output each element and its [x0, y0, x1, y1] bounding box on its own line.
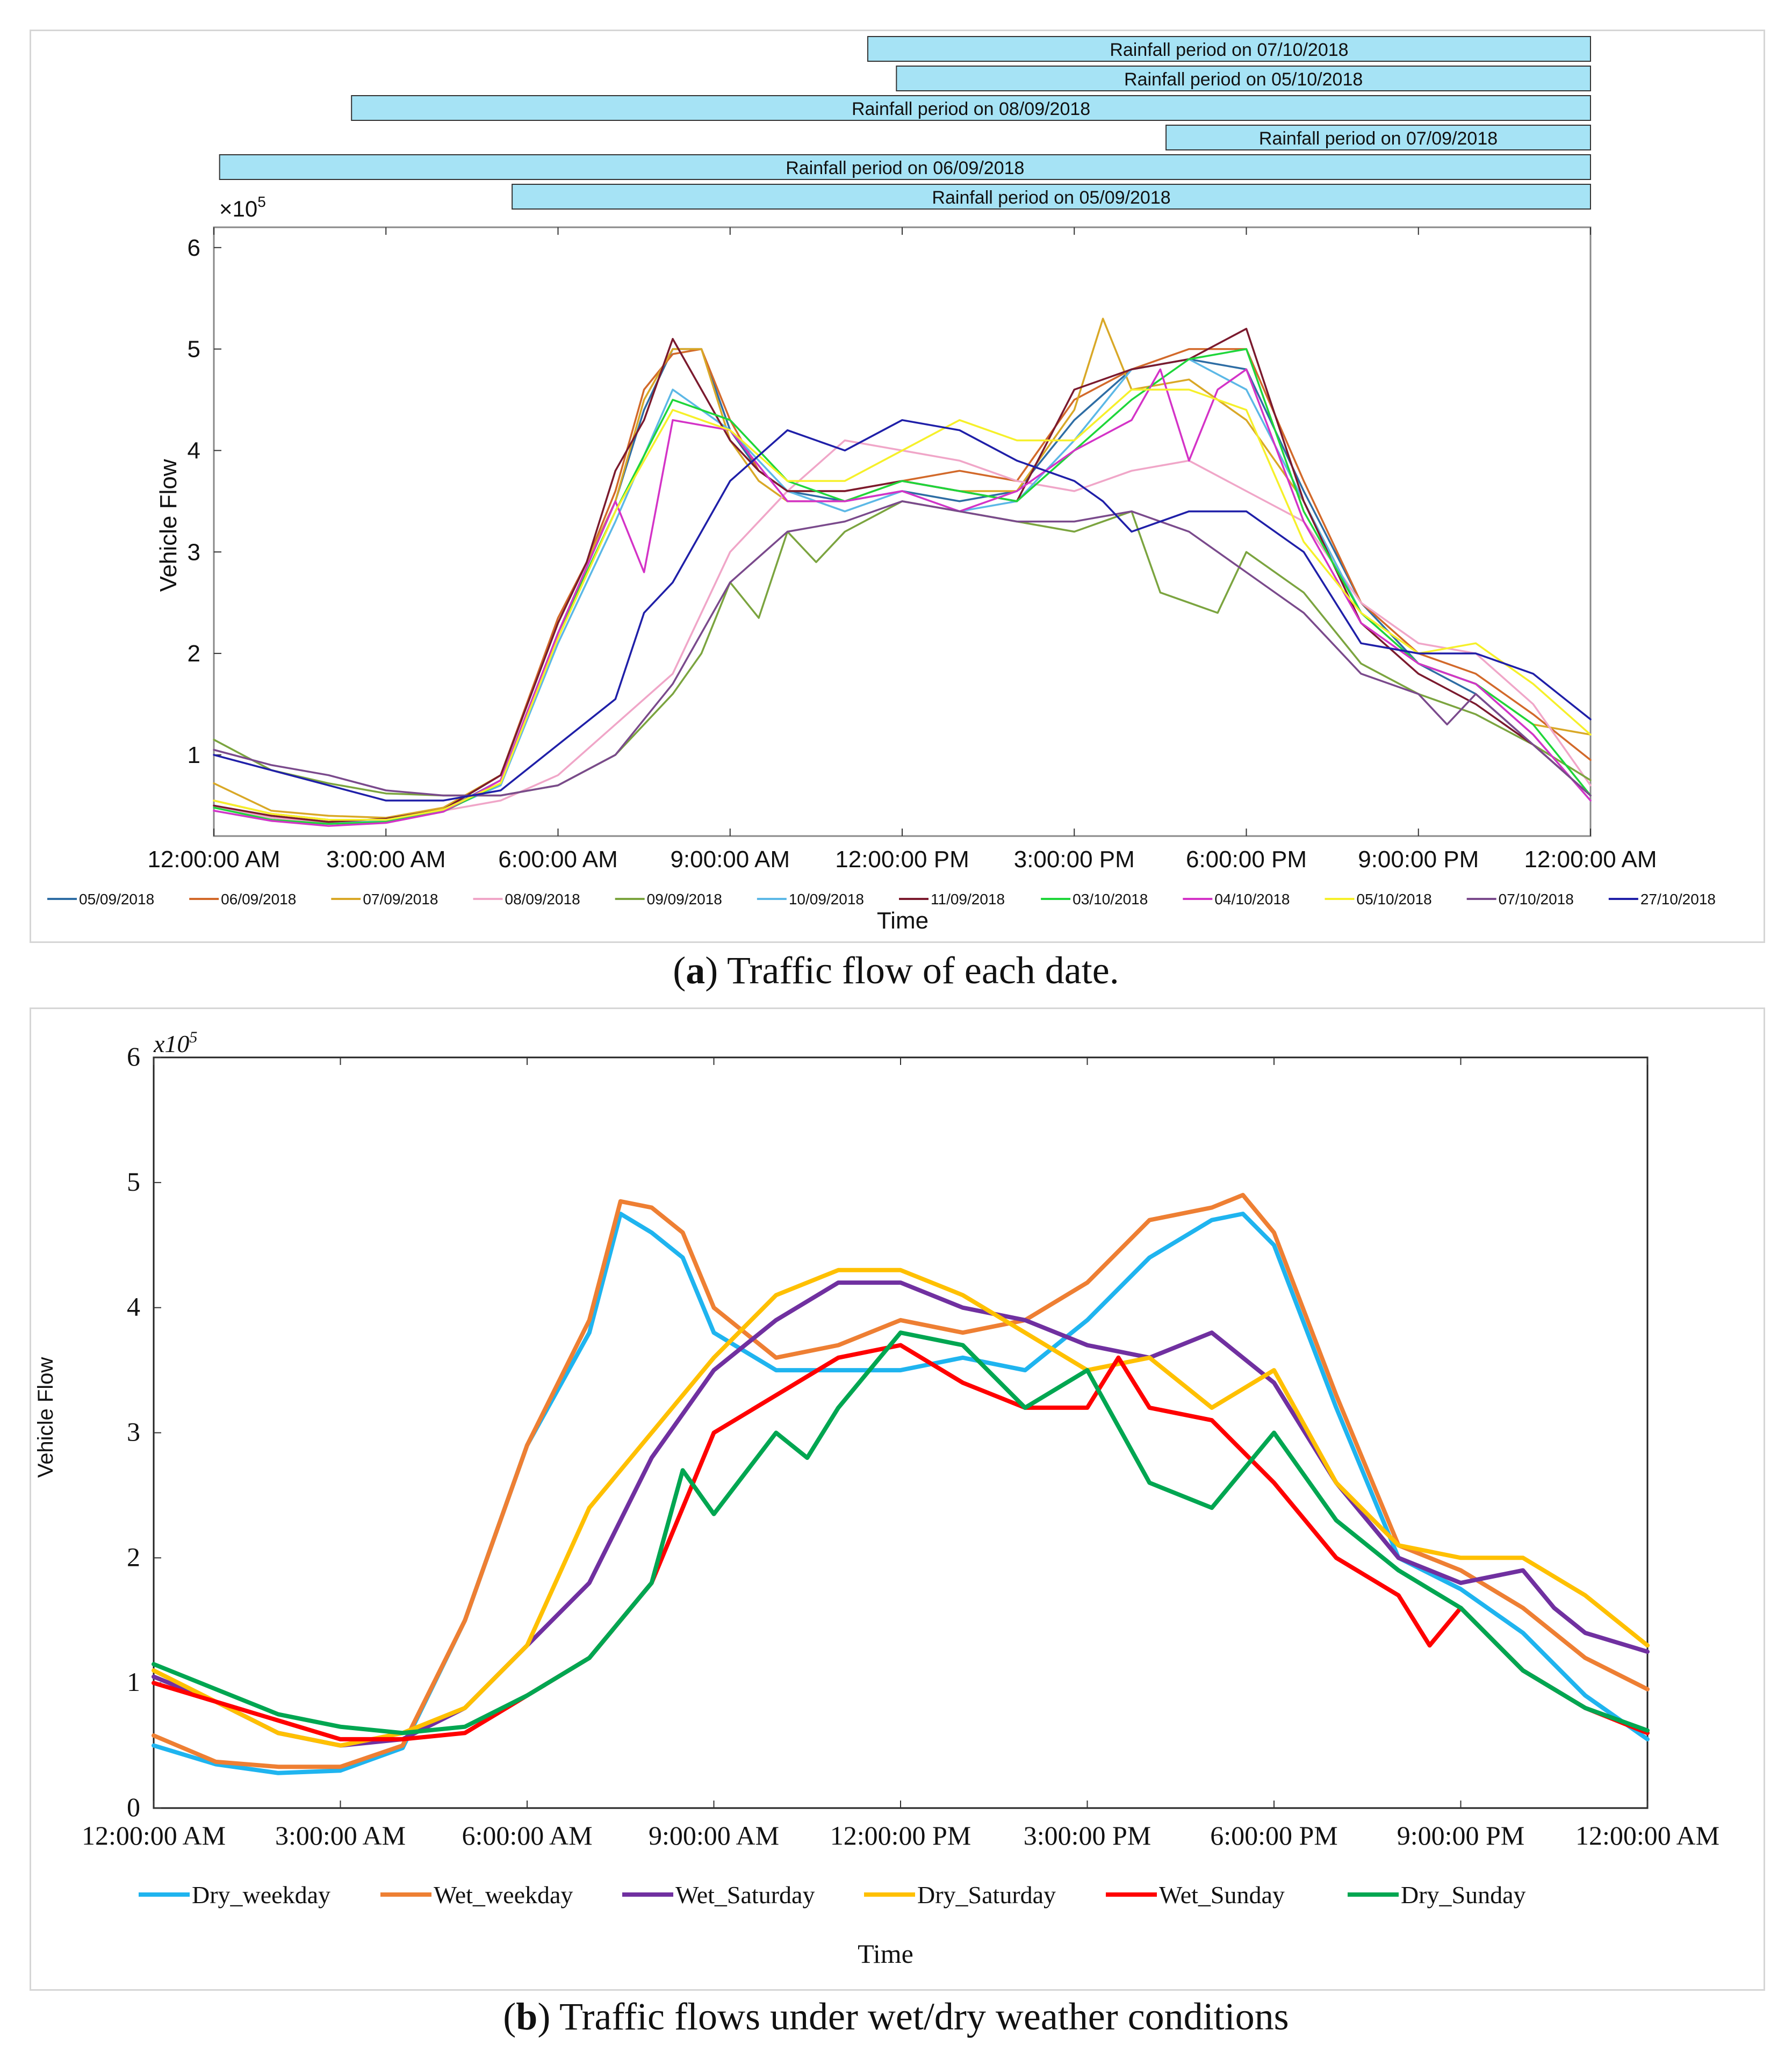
plot-frame: [153, 1056, 1649, 1809]
series-line-10: [213, 500, 1592, 797]
rain-bar-label-4: Rainfall period on 06/09/2018: [786, 158, 1024, 178]
x-tick-label: 6:00:00 AM: [462, 1820, 592, 1851]
legend-label-5: Dry_Sunday: [1401, 1881, 1526, 1909]
chart-a-xlabel: Time: [877, 908, 929, 934]
x-tick-label: 3:00:00 AM: [275, 1820, 406, 1851]
x-tick-label: 12:00:00 AM: [1575, 1820, 1719, 1851]
rain-bar-label-0: Rainfall period on 07/10/2018: [1110, 40, 1348, 60]
x-tick-label: 12:00:00 PM: [830, 1820, 971, 1851]
x-tick-label: 9:00:00 AM: [649, 1820, 779, 1851]
legend-label-2: Wet_Saturday: [675, 1881, 815, 1909]
chart-a-ylabel: Vehicle Flow: [155, 459, 182, 592]
x-tick-label: 9:00:00 AM: [670, 846, 790, 873]
x-tick-label: 6:00:00 PM: [1210, 1820, 1338, 1851]
x-tick-label: 12:00:00 PM: [835, 846, 969, 873]
x-tick-label: 12:00:00 AM: [82, 1820, 226, 1851]
x-tick-label: 3:00:00 PM: [1014, 846, 1135, 873]
y-tick-label: 1: [188, 742, 200, 768]
x-tick-label: 3:00:00 PM: [1024, 1820, 1152, 1851]
caption-b: (b) Traffic flows under wet/dry weather …: [503, 1995, 1289, 2038]
y-tick-label: 0: [127, 1792, 140, 1822]
x-tick-label: 6:00:00 PM: [1186, 846, 1307, 873]
x-tick-label: 12:00:00 AM: [147, 846, 280, 873]
series-line-2: [152, 1280, 1650, 1748]
series-line-3: [213, 439, 1592, 824]
legend-label-1: 06/09/2018: [221, 891, 296, 908]
y-tick-label: 4: [188, 437, 200, 464]
chart-a: Vehicle Flow Time ×105 Rainfall period o…: [47, 36, 1716, 934]
rain-bar-0: [867, 36, 1591, 62]
series-line-8: [213, 368, 1592, 827]
legend-label-10: 07/10/2018: [1499, 891, 1574, 908]
rain-bar-label-1: Rainfall period on 05/10/2018: [1124, 69, 1363, 90]
series-line-11: [213, 419, 1592, 802]
legend-label-7: 03/10/2018: [1073, 891, 1148, 908]
series-line-4: [152, 1343, 1650, 1741]
rain-bar-5: [512, 184, 1591, 210]
series-line-5: [213, 358, 1592, 825]
legend-label-0: 05/09/2018: [79, 891, 154, 908]
panel-a: Vehicle Flow Time ×105 Rainfall period o…: [30, 30, 1765, 943]
y-tick-label: 2: [188, 640, 200, 667]
chart-b-xlabel: Time: [858, 1939, 913, 1969]
series-line-9: [213, 388, 1592, 821]
legend-label-3: 08/09/2018: [505, 891, 580, 908]
y-tick-label: 6: [127, 1041, 140, 1071]
x-tick-label: 6:00:00 AM: [498, 846, 618, 873]
rain-bar-label-5: Rainfall period on 05/09/2018: [932, 188, 1170, 208]
y-tick-label: 2: [127, 1542, 140, 1572]
y-tick-label: 6: [188, 235, 200, 261]
rain-bar-label-3: Rainfall period on 07/09/2018: [1259, 128, 1498, 149]
legend-label-4: 09/09/2018: [647, 891, 722, 908]
x-tick-label: 3:00:00 AM: [326, 846, 446, 873]
chart-b-ylabel: Vehicle Flow: [34, 1357, 57, 1478]
chart-b-exponent: x105: [153, 1028, 197, 1057]
legend-label-3: Dry_Saturday: [917, 1881, 1056, 1909]
legend-label-0: Dry_weekday: [192, 1881, 330, 1909]
rain-bar-3: [1165, 125, 1592, 150]
legend-label-9: 05/10/2018: [1357, 891, 1432, 908]
y-tick-label: 5: [188, 336, 200, 363]
legend-label-2: 07/09/2018: [363, 891, 438, 908]
series-line-2: [213, 318, 1592, 819]
legend-label-8: 04/10/2018: [1214, 891, 1290, 908]
series-line-5: [152, 1330, 1650, 1736]
legend-label-5: 10/09/2018: [789, 891, 864, 908]
legend-label-4: Wet_Sunday: [1159, 1881, 1285, 1909]
rain-bar-2: [351, 95, 1592, 121]
series-line-1: [152, 1193, 1650, 1769]
chart-b: Vehicle Flow Time x105 0 1 2 3 4 5 6 12:00:00 A…: [34, 1028, 1719, 1969]
y-tick-label: 5: [127, 1167, 140, 1197]
plot-frame: [213, 226, 1592, 837]
series-line-0: [152, 1212, 1650, 1775]
x-tick-label: 9:00:00 PM: [1358, 846, 1479, 873]
legend-label-11: 27/10/2018: [1640, 891, 1716, 908]
chart-a-exponent: ×105: [219, 193, 266, 221]
rain-bar-label-2: Rainfall period on 08/09/2018: [852, 99, 1090, 119]
rain-bar-4: [219, 154, 1591, 180]
y-tick-label: 1: [127, 1667, 140, 1697]
x-tick-label: 9:00:00 PM: [1397, 1820, 1525, 1851]
rain-bar-1: [896, 66, 1591, 91]
panel-b: Vehicle Flow Time x105 0 1 2 3 4 5 6 12:00:00 A…: [30, 1007, 1765, 1991]
series-line-4: [213, 500, 1592, 797]
legend-label-1: Wet_weekday: [434, 1881, 573, 1909]
legend-label-6: 11/09/2018: [931, 891, 1005, 908]
y-tick-label: 4: [127, 1292, 140, 1322]
series-line-3: [152, 1268, 1650, 1748]
series-line-6: [213, 328, 1592, 823]
x-tick-label: 12:00:00 AM: [1524, 846, 1657, 873]
y-tick-label: 3: [188, 539, 200, 565]
y-tick-label: 3: [127, 1417, 140, 1447]
caption-a: (a) Traffic flow of each date.: [673, 949, 1119, 992]
